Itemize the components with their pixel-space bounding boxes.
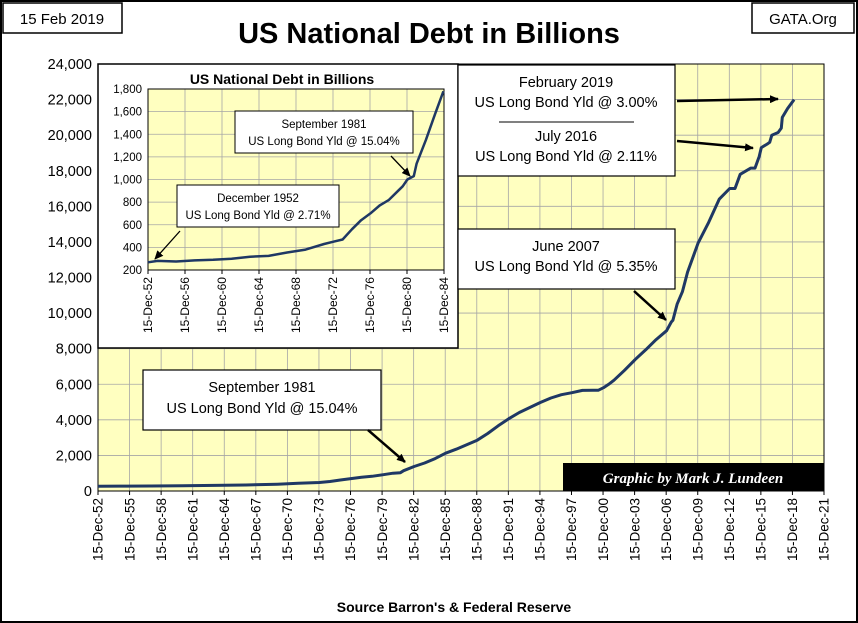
x-tick-label: 15-Dec-52 bbox=[141, 277, 155, 333]
x-tick-label: 15-Dec-80 bbox=[400, 277, 414, 333]
arrow-jul2016 bbox=[676, 139, 754, 152]
x-tick-label: 15-Dec-15 bbox=[754, 498, 769, 561]
x-tick-label: 15-Dec-52 bbox=[91, 498, 106, 561]
x-tick-label: 15-Dec-68 bbox=[289, 277, 303, 333]
x-tick-label: 15-Dec-76 bbox=[343, 498, 358, 561]
inset-annotation-sep1981-line1: September 1981 bbox=[281, 119, 366, 131]
y-tick-label: 12,000 bbox=[48, 271, 92, 287]
y-tick-label: 1,800 bbox=[113, 84, 142, 96]
x-tick-label: 15-Dec-72 bbox=[326, 277, 340, 333]
y-tick-label: 22,000 bbox=[48, 93, 92, 109]
annotation-jun2007: June 2007 US Long Bond Yld @ 5.35% bbox=[457, 228, 676, 290]
site-box: GATA.Org bbox=[751, 2, 855, 34]
inset-annotation-dec1952-line2: US Long Bond Yld @ 2.71% bbox=[185, 210, 330, 222]
source-label: Source Barron's & Federal Reserve bbox=[337, 599, 572, 615]
x-tick-label: 15-Dec-55 bbox=[122, 498, 137, 561]
date-label: 15 Feb 2019 bbox=[20, 11, 104, 28]
arrow-feb2019 bbox=[676, 95, 779, 104]
x-tick-label: 15-Dec-56 bbox=[178, 277, 192, 333]
annotation-sep1981: September 1981 US Long Bond Yld @ 15.04% bbox=[142, 369, 382, 431]
date-box: 15 Feb 2019 bbox=[2, 2, 123, 34]
x-tick-label: 15-Dec-60 bbox=[215, 277, 229, 333]
y-tick-label: 24,000 bbox=[48, 57, 92, 73]
main-y-axis: 0 2,000 4,000 6,000 8,000 10,000 12,000 14,000 1… bbox=[48, 57, 92, 500]
y-tick-label: 8,000 bbox=[56, 342, 92, 358]
annotation-feb2019-line1: February 2019 bbox=[519, 75, 613, 91]
x-tick-label: 15-Dec-82 bbox=[406, 498, 421, 561]
x-tick-label: 15-Dec-18 bbox=[785, 498, 800, 561]
x-tick-label: 15-Dec-91 bbox=[501, 498, 516, 561]
x-tick-label: 15-Dec-73 bbox=[312, 498, 327, 561]
x-tick-label: 15-Dec-94 bbox=[533, 498, 548, 562]
inset-arrow-sep1981 bbox=[390, 155, 411, 177]
x-tick-label: 15-Dec-06 bbox=[659, 498, 674, 561]
site-label: GATA.Org bbox=[769, 11, 837, 28]
arrow-jun2007 bbox=[633, 290, 667, 321]
annotation-jul2016-line1: July 2016 bbox=[535, 129, 597, 145]
x-tick-label: 15-Dec-84 bbox=[437, 277, 451, 333]
annotation-feb2019-line2: US Long Bond Yld @ 3.00% bbox=[475, 95, 658, 111]
x-tick-label: 15-Dec-70 bbox=[280, 498, 295, 561]
inset-arrow-dec1952 bbox=[154, 230, 181, 260]
y-tick-label: 600 bbox=[123, 220, 142, 232]
y-tick-label: 2,000 bbox=[56, 448, 92, 464]
chart-title: US National Debt in Billions bbox=[238, 18, 620, 50]
annotation-feb2019-jul2016: February 2019 US Long Bond Yld @ 3.00% J… bbox=[457, 64, 676, 177]
x-tick-label: 15-Dec-79 bbox=[375, 498, 390, 561]
y-tick-label: 10,000 bbox=[48, 306, 92, 322]
y-tick-label: 20,000 bbox=[48, 128, 92, 144]
annotation-jun2007-line2: US Long Bond Yld @ 5.35% bbox=[475, 259, 658, 275]
x-tick-label: 15-Dec-64 bbox=[217, 498, 232, 562]
y-tick-label: 1,200 bbox=[113, 152, 142, 164]
x-tick-label: 15-Dec-12 bbox=[722, 498, 737, 561]
inset-annotation-dec1952: December 1952 US Long Bond Yld @ 2.71% bbox=[176, 184, 340, 228]
credit-label: Graphic by Mark J. Lundeen bbox=[603, 471, 783, 487]
y-tick-label: 1,000 bbox=[113, 175, 142, 187]
main-debt-series-line bbox=[97, 98, 796, 488]
y-tick-label: 16,000 bbox=[48, 199, 92, 215]
y-tick-label: 1,400 bbox=[113, 129, 142, 141]
y-tick-label: 4,000 bbox=[56, 413, 92, 429]
x-tick-label: 15-Dec-85 bbox=[438, 498, 453, 561]
credit-box: Graphic by Mark J. Lundeen bbox=[563, 463, 824, 491]
x-tick-label: 15-Dec-09 bbox=[690, 498, 705, 561]
y-tick-label: 200 bbox=[123, 265, 142, 277]
x-tick-label: 15-Dec-76 bbox=[363, 277, 377, 333]
inset-y-axis: 200 400 600 800 1,000 1,200 1,400 1,600 1,800 bbox=[113, 84, 142, 277]
inset-title: US National Debt in Billions bbox=[190, 71, 375, 87]
x-tick-label: 15-Dec-21 bbox=[817, 498, 832, 561]
y-tick-label: 6,000 bbox=[56, 377, 92, 393]
annotation-sep1981-line1: September 1981 bbox=[208, 380, 315, 396]
y-tick-label: 0 bbox=[84, 484, 92, 500]
x-tick-label: 15-Dec-00 bbox=[596, 498, 611, 561]
x-tick-label: 15-Dec-88 bbox=[470, 498, 485, 561]
y-tick-label: 800 bbox=[123, 197, 142, 209]
inset-debt-series-line bbox=[147, 90, 445, 264]
y-tick-label: 1,600 bbox=[113, 107, 142, 119]
y-tick-label: 14,000 bbox=[48, 235, 92, 251]
annotation-jun2007-line1: June 2007 bbox=[532, 239, 600, 255]
x-tick-label: 15-Dec-03 bbox=[627, 498, 642, 561]
x-tick-label: 15-Dec-61 bbox=[185, 498, 200, 561]
main-x-axis: 15-Dec-52 15-Dec-55 15-Dec-58 15-Dec-61 15-D… bbox=[91, 491, 832, 561]
y-tick-label: 400 bbox=[123, 242, 142, 254]
x-tick-label: 15-Dec-64 bbox=[252, 277, 266, 333]
inset-annotation-dec1952-line1: December 1952 bbox=[217, 193, 299, 205]
inset-annotation-sep1981-line2: US Long Bond Yld @ 15.04% bbox=[248, 136, 399, 148]
inset-annotation-sep1981: September 1981 US Long Bond Yld @ 15.04% bbox=[234, 110, 414, 154]
inset-x-axis: 15-Dec-52 15-Dec-56 15-Dec-60 15-Dec-64 15-D… bbox=[141, 270, 451, 333]
x-tick-label: 15-Dec-58 bbox=[154, 498, 169, 561]
arrow-sep1981 bbox=[367, 429, 406, 463]
x-tick-label: 15-Dec-97 bbox=[564, 498, 579, 561]
annotation-jul2016-line2: US Long Bond Yld @ 2.11% bbox=[475, 149, 657, 165]
x-tick-label: 15-Dec-67 bbox=[249, 498, 264, 561]
annotation-sep1981-line2: US Long Bond Yld @ 15.04% bbox=[167, 401, 358, 417]
y-tick-label: 18,000 bbox=[48, 164, 92, 180]
